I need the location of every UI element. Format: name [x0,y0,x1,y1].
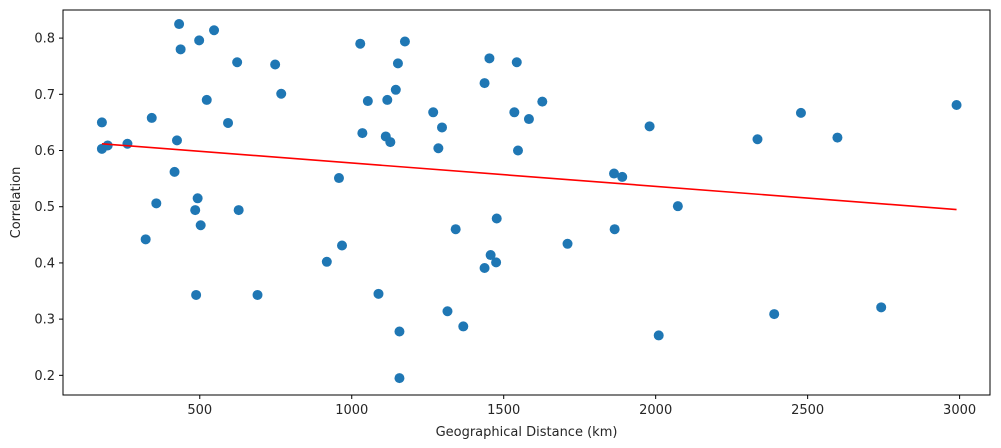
x-tick-label: 500 [187,403,212,418]
data-point [140,234,151,245]
y-tick-label: 0.5 [34,200,55,215]
data-point [653,330,664,341]
data-point [394,373,405,384]
data-point [484,53,495,64]
data-point [223,117,234,128]
data-point [146,112,157,123]
data-point [491,257,502,268]
data-point [102,140,113,151]
data-point [357,128,368,139]
data-point [609,168,620,179]
data-point [479,262,490,273]
data-point [562,238,573,249]
data-point [174,19,185,30]
data-point [175,44,186,55]
data-point [169,166,180,177]
data-point [442,306,453,317]
data-point [394,326,405,337]
data-point [512,145,523,156]
data-point [479,78,490,89]
x-tick-label: 2000 [639,403,672,418]
data-point [433,143,444,154]
data-point [491,213,502,224]
x-tick-label: 1500 [487,403,520,418]
data-point [194,35,205,46]
data-point [752,134,763,145]
data-point [190,205,201,216]
data-point [321,256,332,267]
data-point [399,36,410,47]
data-point [192,193,203,204]
data-point [276,88,287,99]
plot-area [96,19,962,384]
x-tick-label: 2500 [791,403,824,418]
axis-ticks: 500 1000 1500 2000 2500 3000 0.2 0.3 0.4 0.5 0.6 0.… [34,32,976,418]
data-point [832,132,843,143]
data-point [151,198,162,209]
data-point [333,173,344,184]
data-point [876,302,887,313]
data-point [390,84,401,95]
data-point [337,240,348,251]
y-tick-label: 0.4 [34,256,55,271]
data-point [509,107,520,118]
data-point [511,57,522,68]
data-point [201,94,212,105]
data-point [485,250,496,261]
x-tick-label: 3000 [943,403,976,418]
data-point [537,96,548,107]
data-point [951,99,962,110]
data-point [96,117,107,128]
data-point [450,224,461,235]
data-point [373,288,384,299]
data-point [385,137,396,148]
data-point [769,309,780,320]
data-point [672,201,683,212]
trend-line [101,142,957,211]
y-tick-label: 0.3 [34,313,55,328]
data-point [195,220,206,231]
y-axis-label: Correlation [9,167,24,239]
y-tick-label: 0.7 [34,88,55,103]
x-axis-label: Geographical Distance (km) [436,425,618,440]
data-point [232,57,243,68]
data-point [270,59,281,70]
data-point [362,96,373,107]
data-point [209,25,220,36]
data-point [609,224,620,235]
data-point [252,289,263,300]
data-point [428,107,439,118]
data-point [233,205,244,216]
data-point [382,94,393,105]
data-point [644,121,655,132]
data-point [171,135,182,146]
axes-frame [62,9,991,396]
data-point [355,38,366,49]
data-point [458,321,469,332]
y-tick-label: 0.2 [34,369,55,384]
data-point [122,138,133,149]
y-tick-label: 0.6 [34,144,55,159]
data-point [191,289,202,300]
data-point [523,114,534,125]
data-point [617,171,628,182]
y-tick-label: 0.8 [34,32,55,47]
data-point [437,122,448,133]
data-point [795,107,806,118]
data-point [392,58,403,69]
x-tick-label: 1000 [335,403,368,418]
